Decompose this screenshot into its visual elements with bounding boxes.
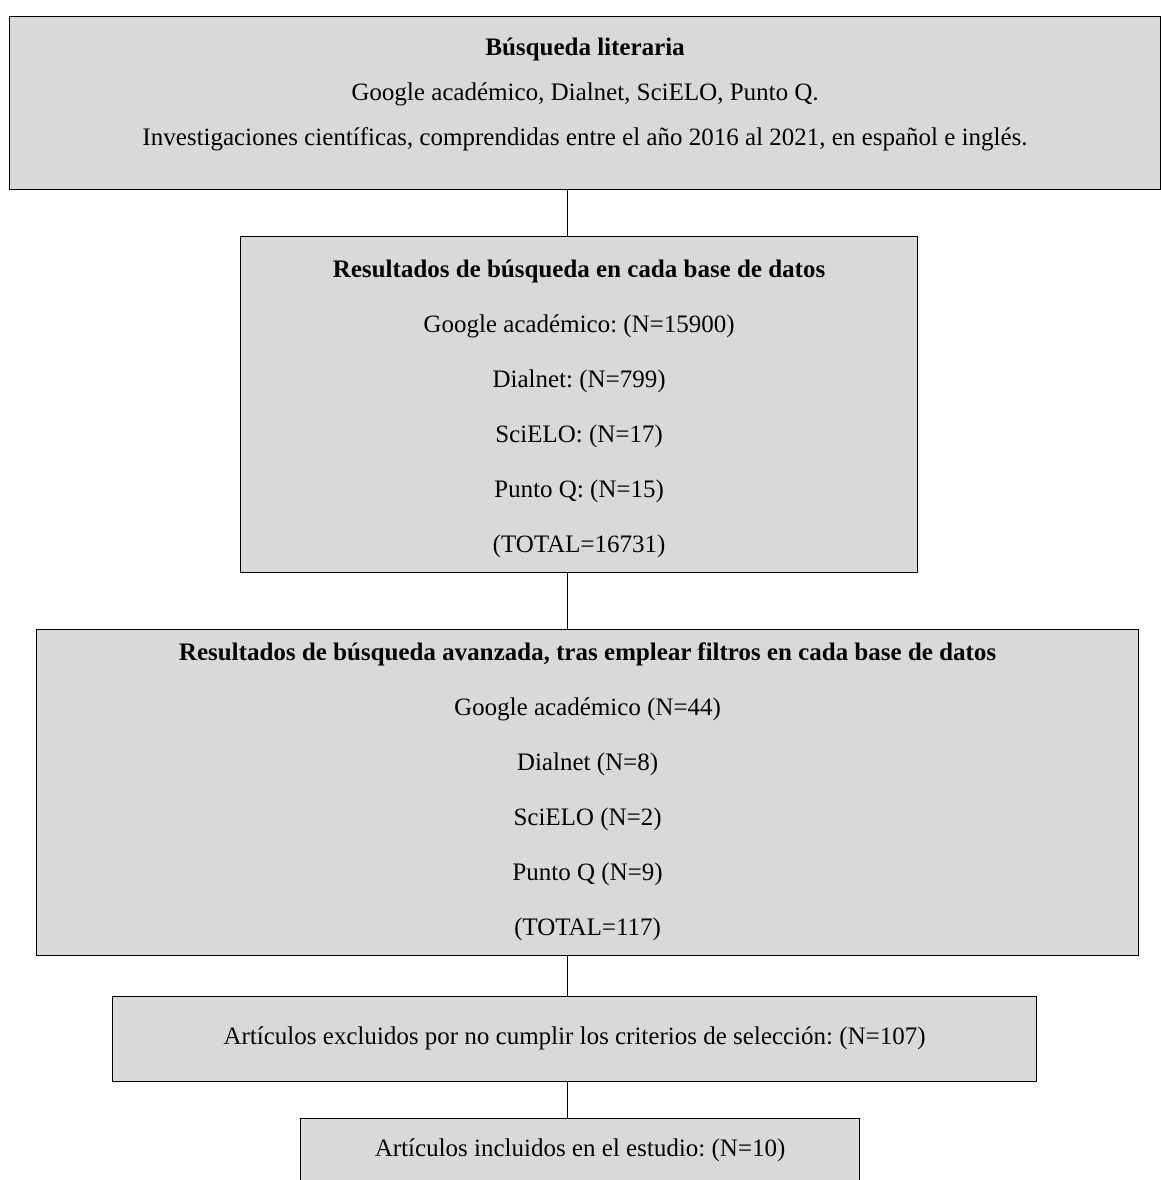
literature-search-title: Búsqueda literaria bbox=[485, 34, 685, 61]
advanced-scielo: SciELO (N=2) bbox=[513, 804, 662, 831]
advanced-dialnet: Dialnet (N=8) bbox=[516, 749, 659, 776]
result-scielo: SciELO: (N=17) bbox=[495, 421, 663, 448]
connector-line bbox=[567, 190, 568, 236]
connector-line bbox=[567, 956, 568, 996]
excluded-articles-box: Artículos excluidos por no cumplir los c… bbox=[112, 996, 1037, 1082]
advanced-results-title: Resultados de búsqueda avanzada, tras em… bbox=[178, 639, 997, 666]
advanced-punto-q: Punto Q (N=9) bbox=[512, 859, 663, 886]
result-total: (TOTAL=16731) bbox=[492, 531, 666, 558]
result-google-scholar: Google académico: (N=15900) bbox=[423, 311, 735, 338]
database-results-box: Resultados de búsqueda en cada base de d… bbox=[240, 236, 918, 573]
databases-list: Google académico, Dialnet, SciELO, Punto… bbox=[351, 79, 819, 106]
search-criteria: Investigaciones científicas, comprendida… bbox=[142, 124, 1028, 151]
connector-line bbox=[567, 1082, 568, 1118]
included-articles-box: Artículos incluidos en el estudio: (N=10… bbox=[300, 1118, 860, 1180]
included-articles-text: Artículos incluidos en el estudio: (N=10… bbox=[374, 1135, 786, 1162]
advanced-google-scholar: Google académico (N=44) bbox=[454, 694, 721, 721]
database-results-title: Resultados de búsqueda en cada base de d… bbox=[332, 256, 826, 283]
result-dialnet: Dialnet: (N=799) bbox=[492, 366, 666, 393]
advanced-total: (TOTAL=117) bbox=[514, 914, 661, 941]
literature-search-box: Búsqueda literaria Google académico, Dia… bbox=[9, 16, 1161, 190]
advanced-results-box: Resultados de búsqueda avanzada, tras em… bbox=[36, 629, 1139, 956]
result-punto-q: Punto Q: (N=15) bbox=[494, 476, 664, 503]
connector-line bbox=[567, 573, 568, 629]
excluded-articles-text: Artículos excluidos por no cumplir los c… bbox=[223, 1023, 926, 1050]
